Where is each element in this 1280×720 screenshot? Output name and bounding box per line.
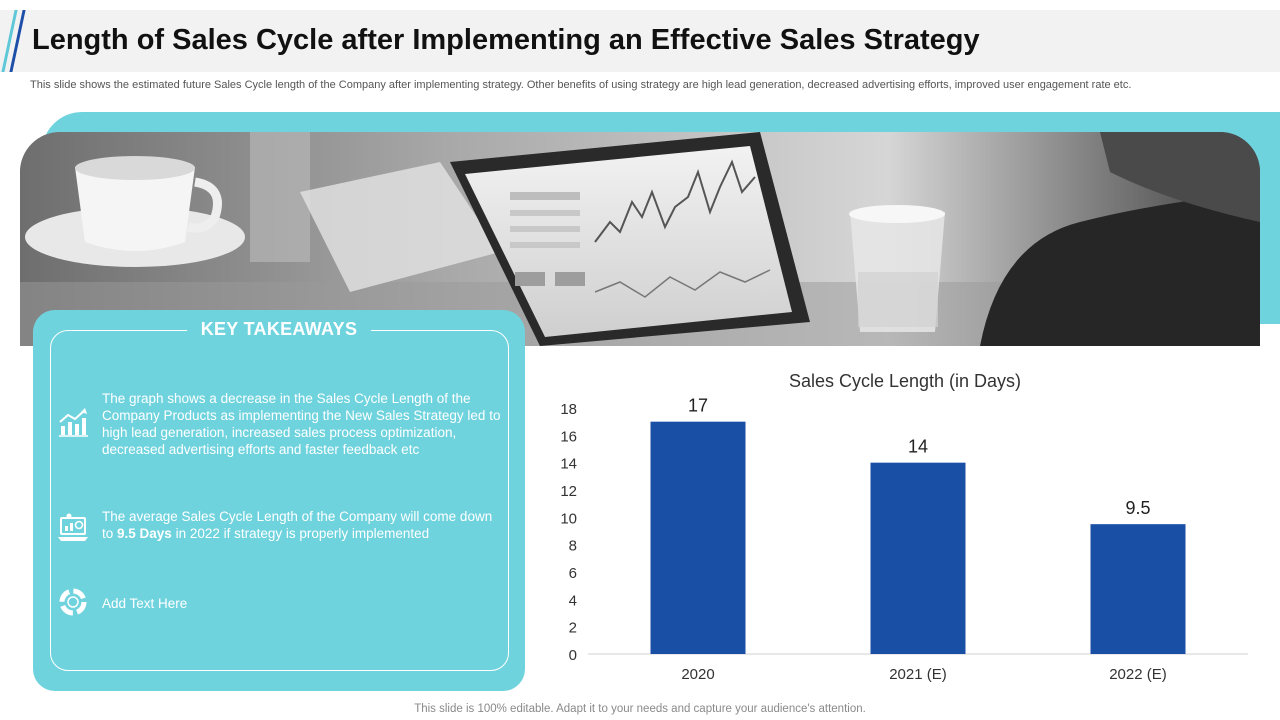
takeaway-text-3: Add Text Here (102, 596, 188, 611)
y-tick-label-1: 2 (569, 620, 577, 637)
bar-2 (1090, 524, 1186, 654)
chart-title: Sales Cycle Length (in Days) (788, 371, 1022, 391)
x-category-label-1: 2021 (E) (889, 666, 947, 683)
takeaway-text-2-prefix: The average Sales Cycle Length of the Co… (102, 509, 493, 541)
takeaway-text-1: The graph shows a decrease in the Sales … (102, 391, 501, 457)
office-photo (20, 132, 1260, 346)
x-category-label-2: 2022 (E) (1109, 666, 1167, 683)
sales-cycle-bar-chart: 0 2 4 6 8 10 12 14 16 18 17 2020 14 2021 (E) 9.5 2022 (… (560, 396, 1248, 683)
x-category-label-0: 2020 (681, 666, 714, 683)
takeaway-text-2-highlight: 9.5 Days (117, 526, 172, 541)
bar-value-label-0: 17 (688, 396, 708, 416)
footer-note: This slide is 100% editable. Adapt it to… (414, 703, 866, 715)
title-bar: Length of Sales Cycle after Implementing… (0, 10, 1280, 72)
takeaway-text-2: The average Sales Cycle Length of the Co… (102, 508, 507, 542)
key-takeaways-frame (50, 330, 509, 671)
y-tick-label-0: 0 (569, 647, 577, 664)
y-tick-label-6: 12 (560, 483, 577, 500)
page-subtitle: This slide shows the estimated future Sa… (30, 79, 1132, 91)
y-tick-label-8: 16 (560, 428, 577, 445)
page-title: Length of Sales Cycle after Implementing… (32, 24, 980, 56)
y-tick-label-2: 4 (569, 592, 577, 609)
key-takeaways-heading-text: KEY TAKEAWAYS (186, 319, 372, 340)
key-takeaways-heading: KEY TAKEAWAYS (33, 319, 525, 340)
y-tick-label-4: 8 (569, 538, 577, 555)
key-takeaways-panel: KEY TAKEAWAYS The graph shows a decrease… (33, 310, 525, 691)
laptop-analytics-icon (58, 513, 88, 541)
bar-0 (650, 421, 746, 654)
takeaway-text-2-suffix: in 2022 if strategy is properly implemen… (171, 526, 430, 541)
bar-value-label-1: 14 (908, 437, 928, 457)
y-tick-label-3: 6 (569, 565, 577, 582)
bar-value-label-2: 9.5 (1125, 498, 1150, 518)
y-tick-label-7: 14 (560, 456, 577, 473)
y-tick-label-5: 10 (560, 510, 577, 527)
growth-chart-icon (59, 408, 88, 437)
cycle-arrows-icon (59, 588, 87, 616)
bar-1 (870, 462, 966, 654)
y-tick-label-9: 18 (560, 401, 577, 418)
